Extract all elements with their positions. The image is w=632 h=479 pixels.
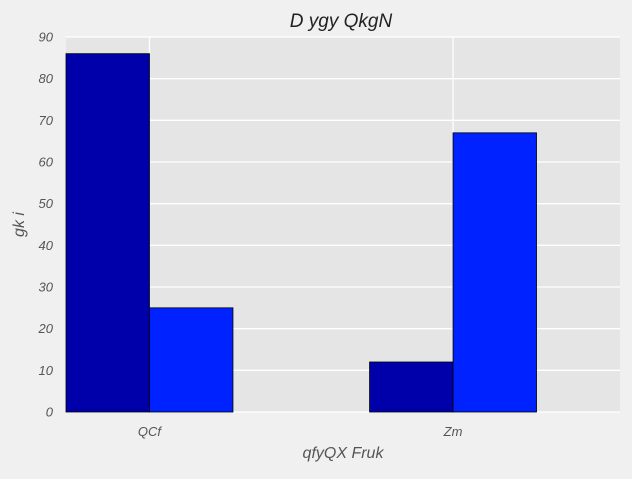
y-tick-label: 60 bbox=[39, 155, 54, 170]
y-tick-label: 70 bbox=[39, 113, 54, 128]
y-tick-label: 30 bbox=[39, 280, 54, 295]
y-tick-label: 20 bbox=[38, 321, 54, 336]
y-axis-label: gk i bbox=[11, 212, 28, 237]
bars bbox=[65, 53, 537, 413]
y-tick-label: 80 bbox=[39, 71, 54, 86]
x-axis-label: qfyQX Fruk bbox=[303, 445, 385, 462]
x-tick-label-QCf: QCf bbox=[138, 424, 163, 439]
y-axis-ticks: 0 10 20 30 40 50 60 70 80 90 bbox=[38, 30, 54, 420]
bar-series0-QCf bbox=[65, 53, 150, 413]
bar-series1-QCf bbox=[149, 307, 234, 413]
bar-series0-Zm bbox=[369, 361, 454, 413]
y-tick-label: 90 bbox=[39, 30, 54, 45]
y-tick-label: 50 bbox=[39, 196, 54, 211]
x-axis-ticks: QCf Zm bbox=[138, 424, 463, 439]
y-tick-label: 10 bbox=[39, 363, 54, 378]
bar-series1-Zm bbox=[452, 132, 537, 413]
y-tick-label: 40 bbox=[39, 238, 54, 253]
y-tick-label: 0 bbox=[46, 405, 54, 420]
chart-title: D ygy QkgN bbox=[290, 11, 393, 32]
x-tick-label-Zm: Zm bbox=[443, 424, 463, 439]
